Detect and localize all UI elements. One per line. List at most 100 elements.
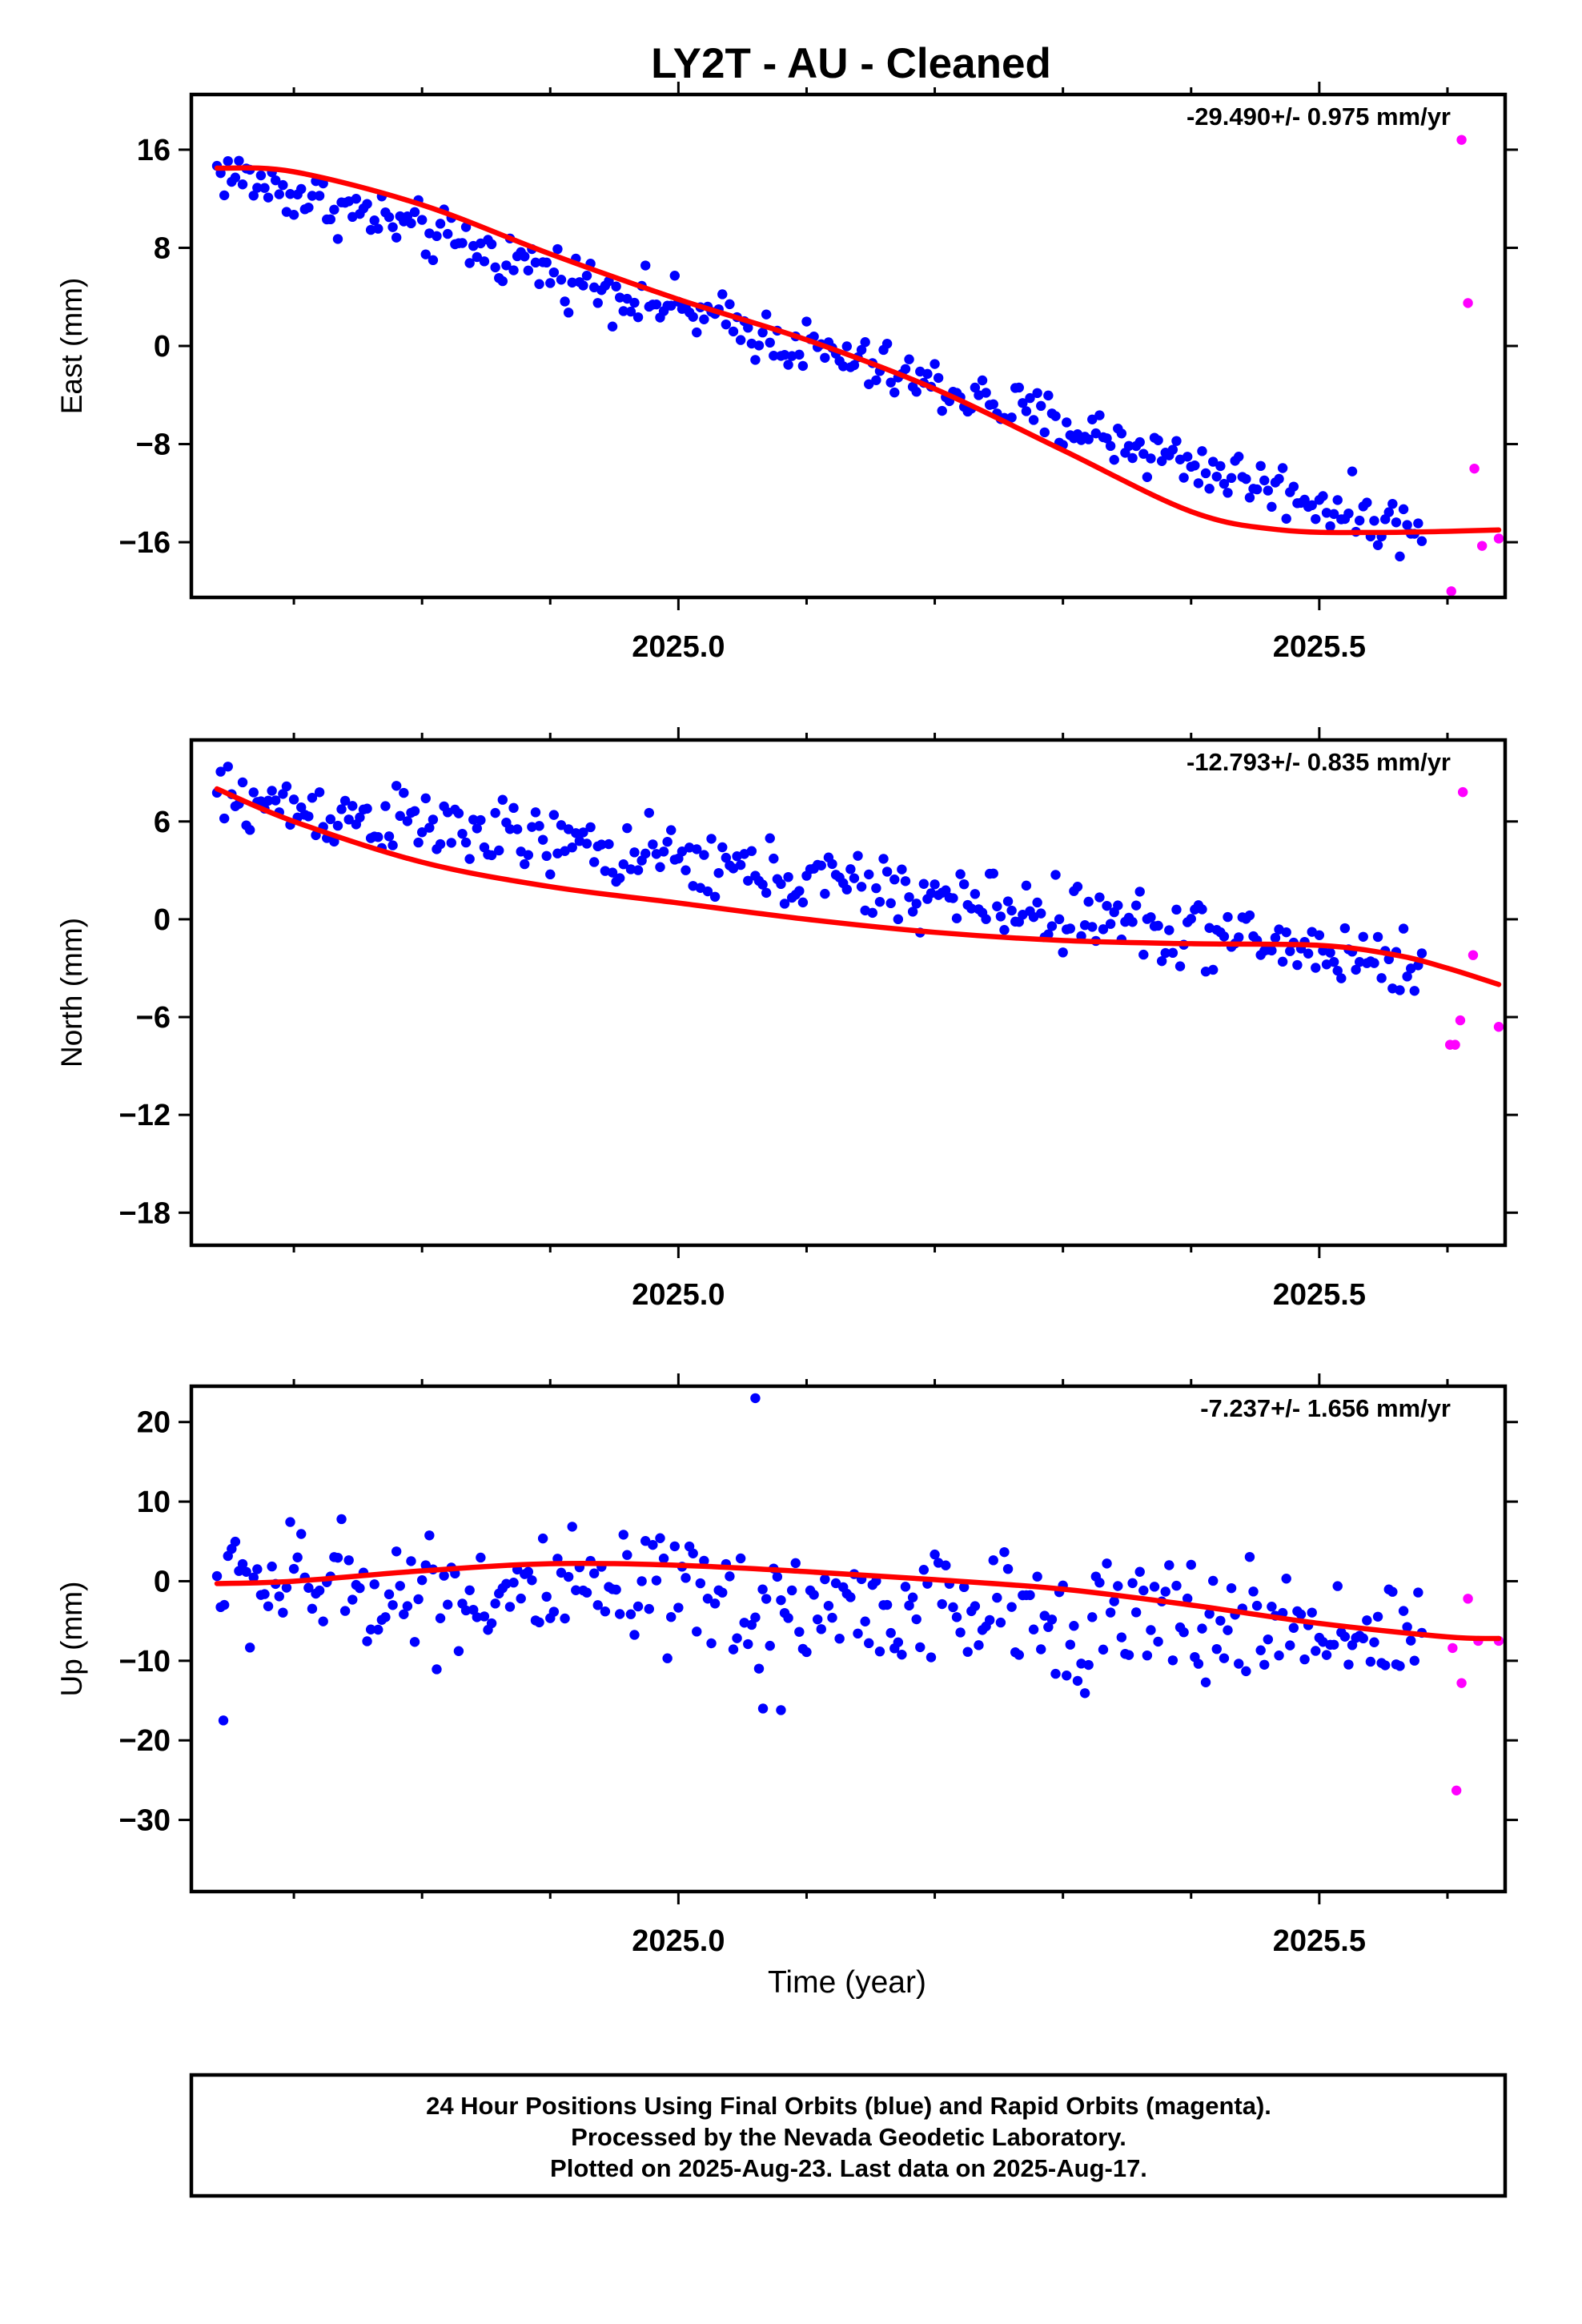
up-final-point xyxy=(439,1570,449,1581)
east-final-point xyxy=(1043,390,1054,401)
east-final-point xyxy=(406,218,416,229)
up-final-point xyxy=(1406,1635,1416,1646)
up-rapid-point xyxy=(1451,1785,1462,1795)
east-final-point xyxy=(288,210,299,220)
north-final-point xyxy=(797,897,809,908)
up-final-point xyxy=(1328,1639,1339,1650)
up-final-point xyxy=(380,1612,391,1622)
north-final-point xyxy=(658,846,669,857)
north-final-point xyxy=(757,879,768,890)
up-final-point xyxy=(1379,1660,1391,1671)
north-final-point xyxy=(930,879,940,890)
north-final-point xyxy=(1354,957,1365,967)
north-final-point xyxy=(571,828,581,838)
north-final-point xyxy=(1186,914,1196,924)
north-final-point xyxy=(1409,986,1419,996)
east-final-point xyxy=(1193,478,1204,489)
up-final-point xyxy=(728,1644,739,1655)
up-final-point xyxy=(1138,1585,1149,1596)
north-final-point xyxy=(881,866,893,877)
up-final-point xyxy=(640,1536,651,1546)
east-final-point xyxy=(530,257,541,268)
up-final-point xyxy=(651,1575,662,1586)
east-final-point xyxy=(237,179,248,190)
up-final-point xyxy=(984,1614,995,1626)
north-final-point xyxy=(1285,946,1295,956)
up-fit-curve xyxy=(214,1560,1502,1642)
up-final-point xyxy=(692,1626,702,1637)
north-final-point xyxy=(588,857,600,867)
up-final-point xyxy=(1193,1659,1204,1669)
north-final-point xyxy=(530,807,541,818)
up-final-point xyxy=(1098,1644,1109,1655)
north-final-point xyxy=(1138,949,1149,960)
up-final-point xyxy=(995,1617,1006,1628)
north-final-point xyxy=(581,838,592,849)
east-final-point xyxy=(779,349,790,360)
up-final-point xyxy=(937,1598,947,1610)
up-final-point xyxy=(761,1594,772,1604)
north-final-point xyxy=(640,848,651,859)
up-final-point xyxy=(1087,1612,1098,1622)
east-final-point xyxy=(1391,517,1402,528)
up-ytick-label: −20 xyxy=(119,1724,171,1758)
up-final-point xyxy=(1204,1608,1215,1619)
east-final-point xyxy=(1387,498,1398,509)
east-final-point xyxy=(1416,536,1427,546)
north-final-point xyxy=(512,824,523,834)
up-final-point xyxy=(614,1609,625,1619)
north-rapid-point xyxy=(1457,786,1468,798)
north-final-point xyxy=(849,873,860,883)
up-final-point xyxy=(970,1601,981,1611)
up-final-point xyxy=(1113,1581,1123,1591)
up-final-point xyxy=(1372,1611,1383,1622)
north-final-point xyxy=(1006,905,1017,916)
north-final-point xyxy=(948,893,958,903)
north-final-point xyxy=(874,896,885,907)
east-final-point xyxy=(1146,453,1156,464)
north-rate-label: -12.793+/- 0.835 mm/yr xyxy=(1186,748,1451,776)
north-final-point xyxy=(215,766,226,777)
up-xtick-label: 2025.5 xyxy=(1273,1924,1366,1958)
east-final-point xyxy=(432,231,442,242)
up-final-point xyxy=(812,1614,823,1625)
up-final-point xyxy=(464,1585,475,1595)
east-final-point xyxy=(1167,444,1178,455)
east-final-point xyxy=(486,239,497,250)
north-final-point xyxy=(1083,896,1094,907)
east-panel: 16 8 0 −8 −16 2025.0 2025.5 East (mm) -29.490+/-… xyxy=(55,82,1518,664)
north-final-point xyxy=(604,838,614,850)
east-final-point xyxy=(1318,491,1328,501)
up-final-point xyxy=(992,1592,1002,1603)
north-final-point xyxy=(402,816,413,826)
up-final-point xyxy=(567,1522,577,1532)
up-final-point xyxy=(699,1555,709,1566)
north-final-point xyxy=(706,834,717,844)
up-final-point xyxy=(662,1653,673,1663)
north-final-point xyxy=(1416,948,1427,959)
up-final-point xyxy=(432,1664,442,1675)
north-final-point xyxy=(1197,904,1207,915)
north-final-point xyxy=(1270,932,1281,943)
east-final-point xyxy=(1241,473,1251,485)
up-final-point xyxy=(472,1612,482,1622)
north-final-point xyxy=(523,850,534,860)
east-final-point xyxy=(303,202,314,213)
east-final-point xyxy=(618,306,628,316)
north-final-point xyxy=(1303,948,1314,959)
east-final-point xyxy=(607,321,618,332)
east-final-point xyxy=(937,405,947,416)
north-final-point xyxy=(314,787,325,798)
up-final-point xyxy=(776,1594,786,1606)
east-final-point xyxy=(1402,520,1412,530)
up-final-point xyxy=(1069,1621,1079,1631)
north-final-point xyxy=(1043,929,1054,939)
up-final-point xyxy=(490,1598,500,1609)
up-final-point xyxy=(611,1584,621,1595)
north-final-point xyxy=(713,867,724,879)
up-final-point xyxy=(632,1601,644,1612)
up-final-point xyxy=(516,1593,526,1604)
north-final-point xyxy=(1050,870,1061,880)
up-xtick-label: 2025.0 xyxy=(632,1924,725,1958)
up-final-point xyxy=(962,1647,973,1657)
